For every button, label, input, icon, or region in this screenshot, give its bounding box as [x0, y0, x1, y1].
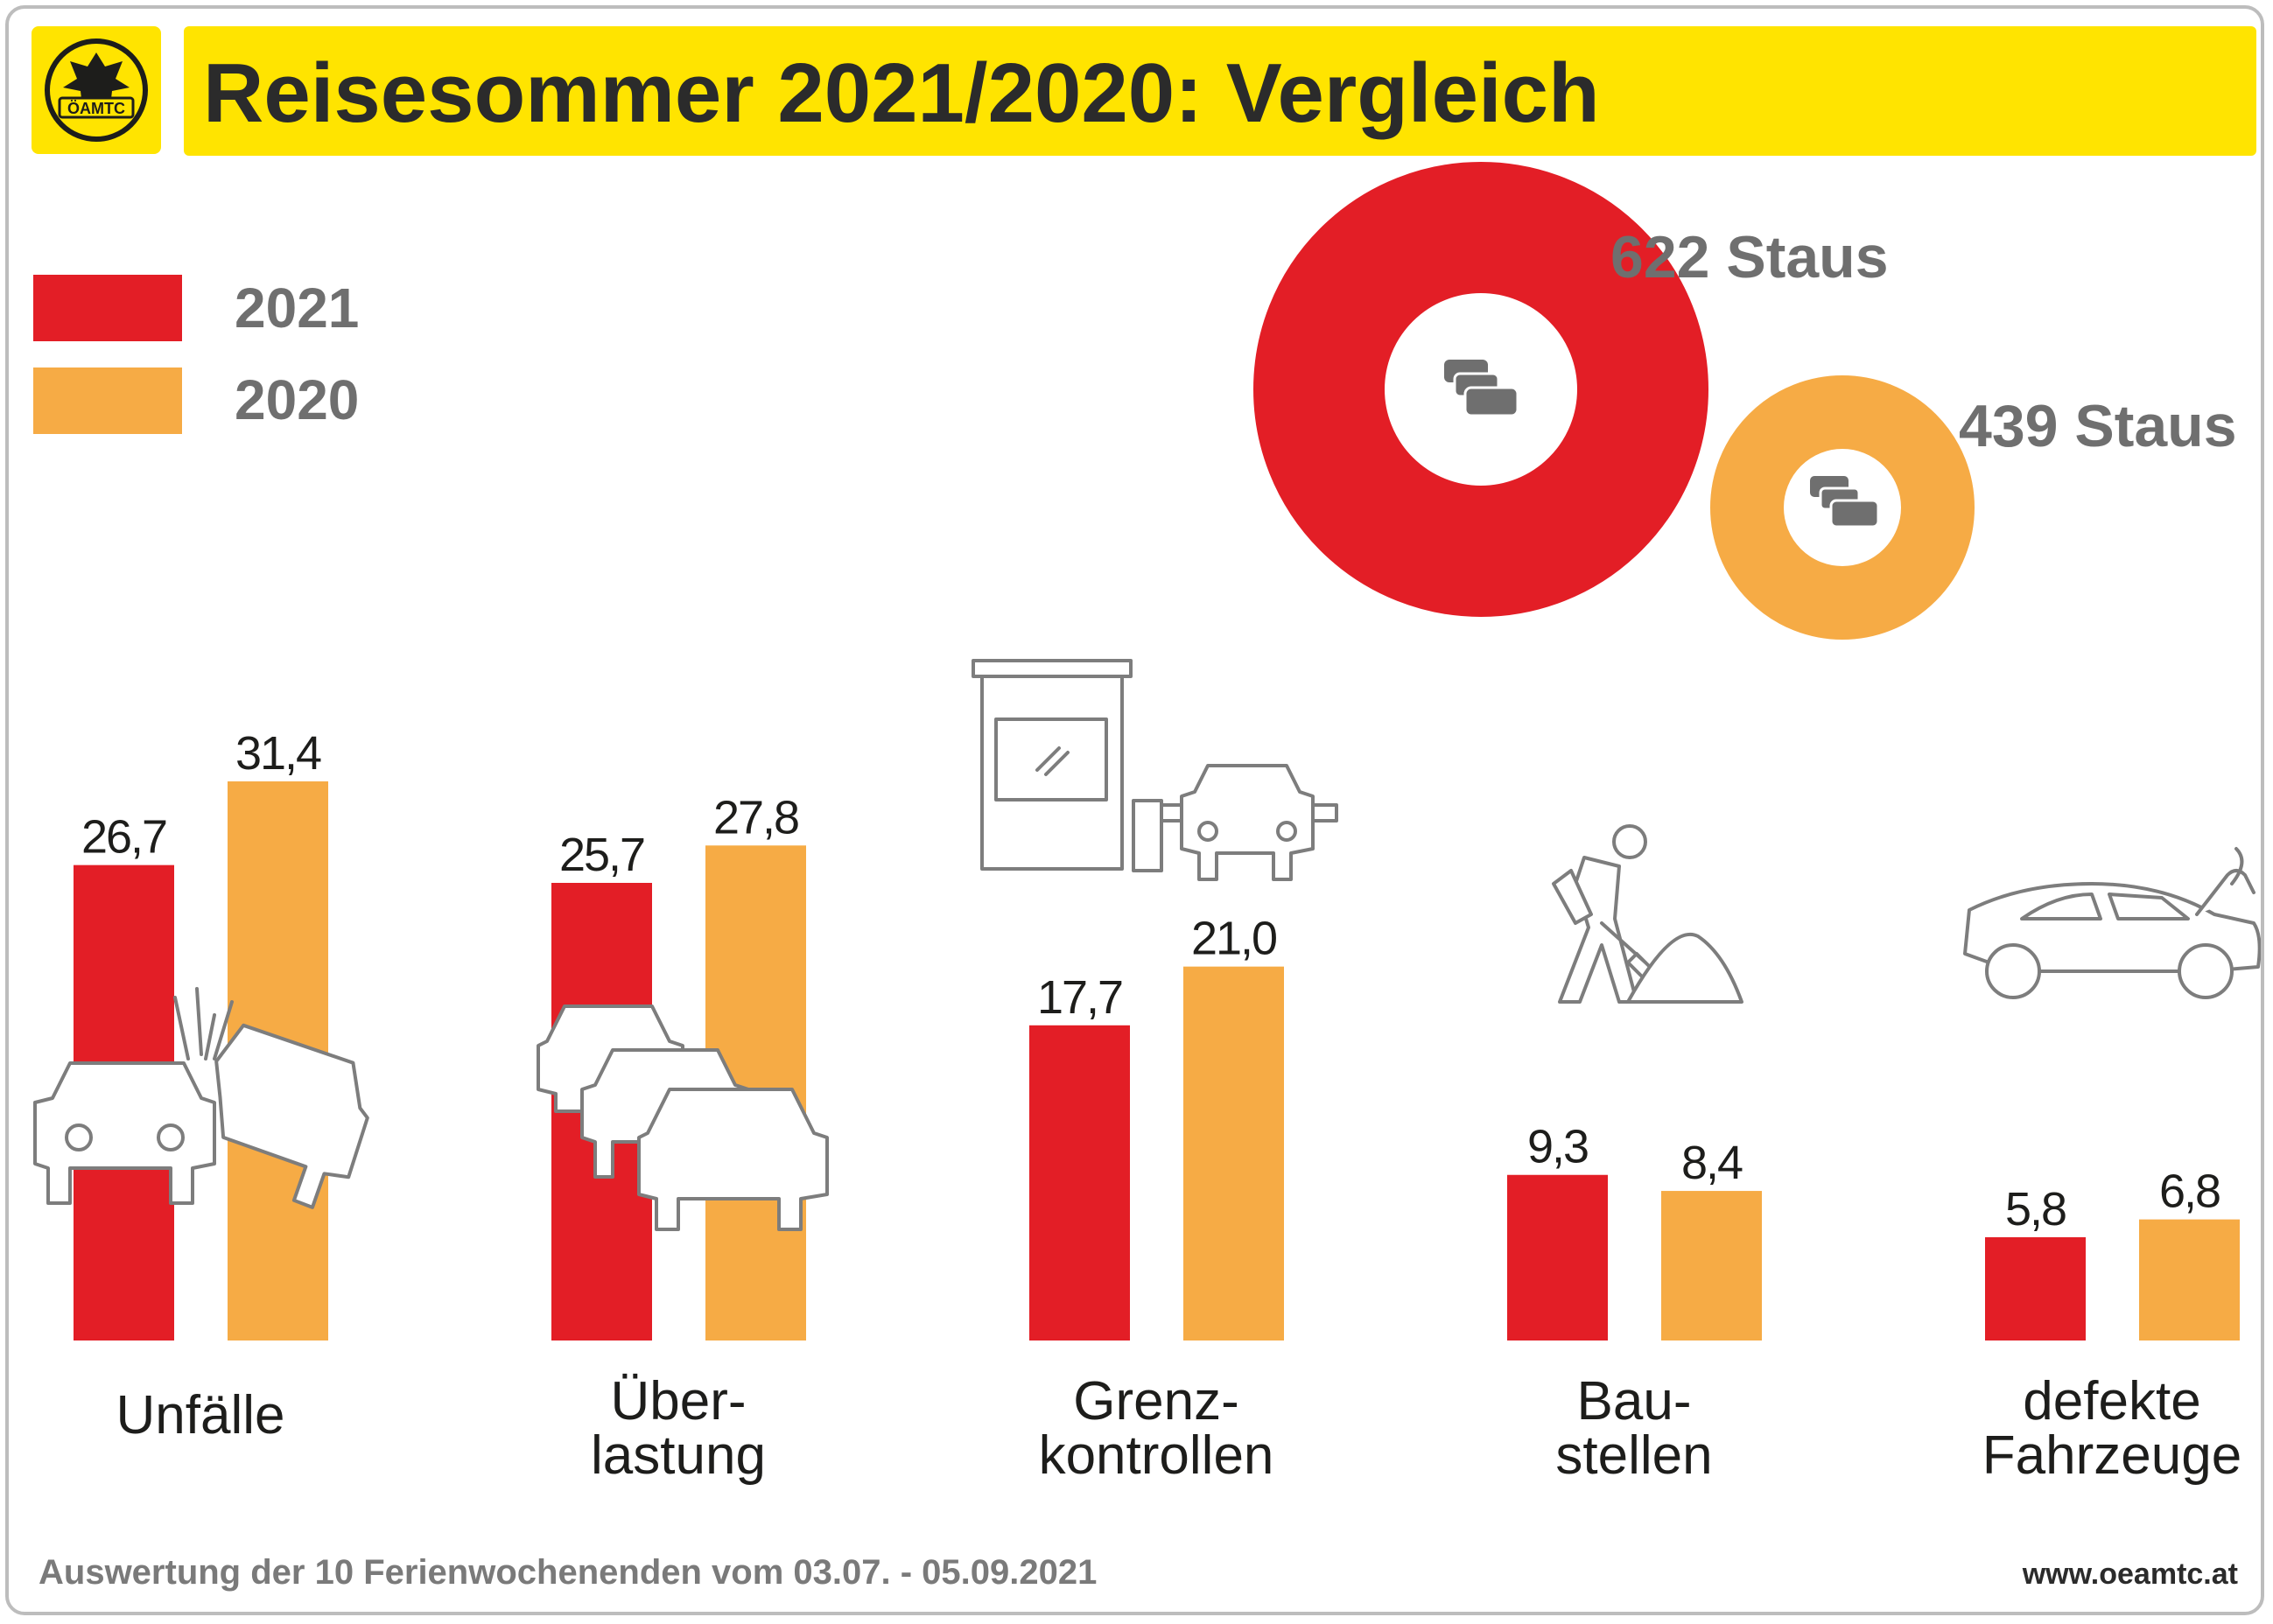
- data-label-2020-1: 27,8: [713, 791, 798, 844]
- category-label-0: Unfälle: [116, 1385, 285, 1446]
- category-label-4: defekte Fahrzeuge: [1982, 1371, 2241, 1486]
- data-label-2021-3: 9,3: [1527, 1121, 1588, 1173]
- bar-2021-4: [1985, 1236, 2086, 1340]
- data-label-2021-0: 26,7: [81, 811, 166, 864]
- traffic-congestion-icon: [537, 1004, 829, 1231]
- data-label-2020-3: 8,4: [1681, 1137, 1743, 1189]
- legend-swatch-2021: [33, 275, 182, 341]
- data-label-2020-0: 31,4: [235, 727, 321, 780]
- footer-url[interactable]: www.oeamtc.at: [2022, 1558, 2238, 1591]
- ring-2020: [1710, 375, 1975, 640]
- congestion-rings: [1253, 162, 1975, 640]
- category-label-3: Bau-stellen: [1555, 1371, 1712, 1486]
- eagle-emblem-icon: ÖAMTC: [45, 38, 148, 142]
- bar-chart: 26,7 25,7 17,7 9,3 5,8 31,4 27,8 21,0 8,4 6,8 Unfä…: [33, 659, 2261, 1486]
- page-title: Reisesommer 2021/2020: Vergleich: [203, 46, 1600, 140]
- bar-2020-3: [1661, 1191, 1762, 1340]
- construction-worker-icon: [1552, 824, 1743, 1004]
- footer-note: Auswertung der 10 Ferienwochenenden vom …: [39, 1553, 1098, 1592]
- category-label-2: Grenz-kontrollen: [1039, 1371, 1274, 1486]
- bar-2021-3: [1507, 1174, 1608, 1340]
- ring-2021: [1253, 162, 1708, 617]
- traffic-jam-icon: [1810, 476, 1880, 528]
- data-label-2021-4: 5,8: [2005, 1183, 2066, 1236]
- oeamtc-logo: ÖAMTC: [32, 26, 161, 154]
- bar-2020-4: [2139, 1219, 2240, 1340]
- title-bar: Reisesommer 2021/2020: Vergleich: [184, 26, 2256, 156]
- data-label-2021-2: 17,7: [1037, 971, 1122, 1024]
- legend-label-2020: 2020: [235, 368, 360, 431]
- data-label-2021-1: 25,7: [559, 829, 644, 881]
- car-crash-icon: [33, 987, 369, 1209]
- staus-2021-label: 622 Staus: [1610, 224, 1889, 290]
- legend-swatch-2020: [33, 368, 182, 434]
- legend-label-2021: 2021: [235, 276, 360, 340]
- border-control-icon: [972, 659, 1338, 881]
- category-label-1: Über-lastung: [591, 1371, 766, 1486]
- bar-2020-2: [1183, 966, 1284, 1340]
- data-label-2020-2: 21,0: [1191, 913, 1276, 965]
- staus-2020-label: 439 Staus: [1959, 393, 2237, 459]
- logo-text: ÖAMTC: [67, 100, 125, 117]
- infographic-frame: ÖAMTC Reisesommer 2021/2020: Vergleich 2…: [5, 5, 2264, 1615]
- bar-2021-2: [1029, 1025, 1130, 1340]
- traffic-jam-icon: [1444, 360, 1519, 417]
- broken-car-icon: [1963, 847, 2261, 999]
- data-label-2020-4: 6,8: [2159, 1166, 2220, 1218]
